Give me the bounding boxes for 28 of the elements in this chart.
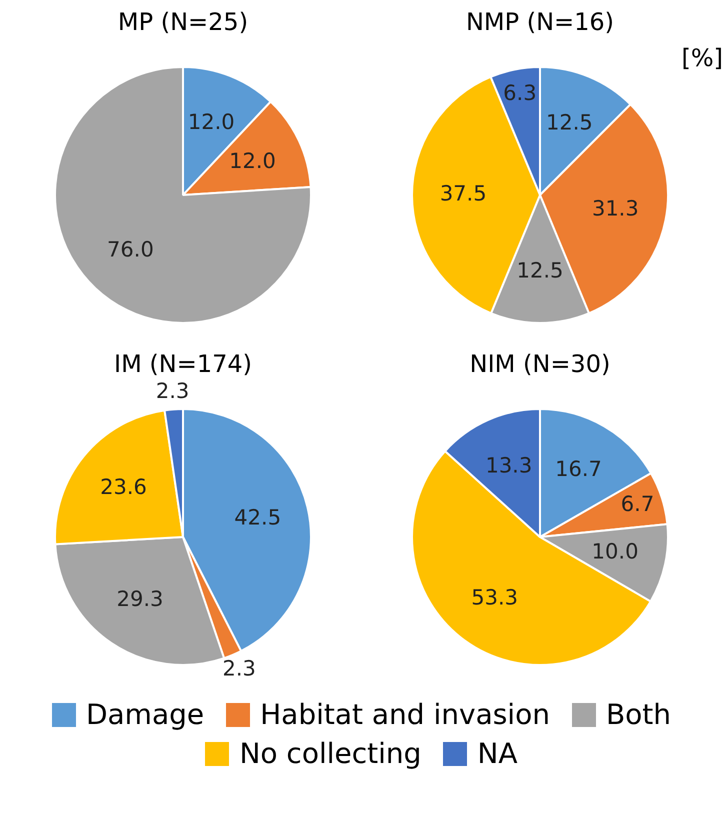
data-label: 16.7 xyxy=(555,456,602,481)
data-label: 42.5 xyxy=(234,506,282,530)
data-label: 37.5 xyxy=(440,182,487,206)
chart-title: NIM (N=30) xyxy=(468,350,612,380)
legend-label: No collecting xyxy=(239,737,422,770)
chart-title: NMP (N=16) xyxy=(464,8,616,38)
legend-label: Damage xyxy=(86,698,204,731)
data-label: 12.0 xyxy=(229,148,276,173)
data-label: 6.7 xyxy=(620,492,654,516)
chart-title: IM (N=174) xyxy=(114,350,252,378)
legend-label: Both xyxy=(606,698,672,731)
data-label: 76.0 xyxy=(107,237,154,262)
data-label: 2.3 xyxy=(222,656,256,681)
data-label: 10.0 xyxy=(592,540,638,564)
data-label: 2.3 xyxy=(156,379,190,404)
legend-label: Habitat and invasion xyxy=(260,698,550,731)
data-label: 29.3 xyxy=(116,587,164,612)
data-label: 12.5 xyxy=(546,110,593,134)
data-label: 53.3 xyxy=(471,585,518,610)
legend-label: NA xyxy=(477,737,518,770)
chart-title: MP (N=25) xyxy=(116,8,250,38)
data-label: 12.0 xyxy=(188,110,235,134)
data-label: 23.6 xyxy=(100,474,147,499)
data-label: 12.5 xyxy=(516,258,564,282)
data-label: 31.3 xyxy=(592,196,639,220)
text: [%] xyxy=(681,44,723,72)
data-label: 6.3 xyxy=(503,81,537,106)
data-label: 13.3 xyxy=(485,453,532,478)
